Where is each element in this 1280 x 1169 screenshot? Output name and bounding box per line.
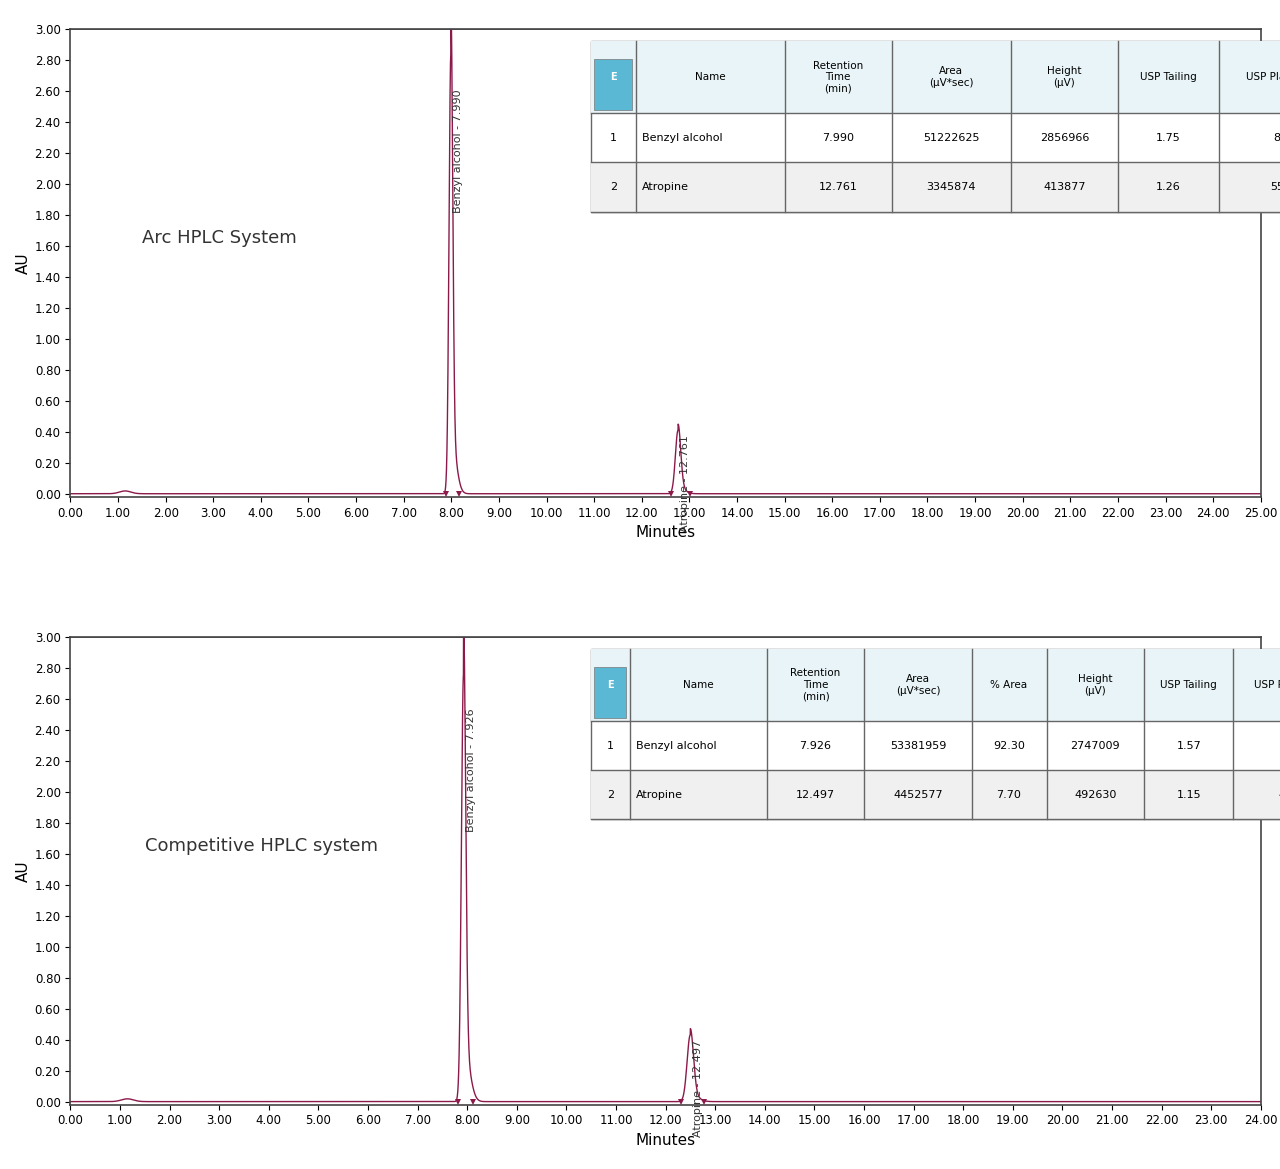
- Text: Atropine - 12.761: Atropine - 12.761: [681, 435, 690, 532]
- Text: 1.15: 1.15: [1176, 790, 1201, 800]
- Text: 2856966: 2856966: [1039, 133, 1089, 143]
- Text: 1.57: 1.57: [1176, 741, 1201, 750]
- Text: 8588: 8588: [1274, 133, 1280, 143]
- Text: 12.761: 12.761: [819, 182, 858, 192]
- Text: Atropine: Atropine: [643, 182, 689, 192]
- Text: 1: 1: [609, 133, 617, 143]
- Text: Benzyl alcohol: Benzyl alcohol: [643, 133, 723, 143]
- Text: 42348: 42348: [1279, 790, 1280, 800]
- Text: 413877: 413877: [1043, 182, 1085, 192]
- Text: Atropine - 12.497: Atropine - 12.497: [692, 1040, 703, 1137]
- Text: E: E: [609, 72, 617, 82]
- Text: 7.70: 7.70: [997, 790, 1021, 800]
- Text: USP Plate Count: USP Plate Count: [1245, 72, 1280, 82]
- Text: 1: 1: [607, 741, 613, 750]
- Text: USP Plate Count: USP Plate Count: [1254, 680, 1280, 690]
- Text: Area
(μV*sec): Area (μV*sec): [896, 675, 941, 696]
- Text: 1.75: 1.75: [1156, 133, 1181, 143]
- Text: % Area: % Area: [991, 680, 1028, 690]
- Text: Arc HPLC System: Arc HPLC System: [142, 229, 297, 248]
- Text: 4452577: 4452577: [893, 790, 943, 800]
- X-axis label: Minutes: Minutes: [636, 525, 695, 540]
- Text: Retention
Time
(min): Retention Time (min): [813, 61, 863, 94]
- Text: 12.497: 12.497: [796, 790, 835, 800]
- Text: 53381959: 53381959: [890, 741, 946, 750]
- Text: Height
(μV): Height (μV): [1047, 67, 1082, 88]
- Text: Area
(μV*sec): Area (μV*sec): [929, 67, 974, 88]
- Text: Atropine: Atropine: [636, 790, 684, 800]
- Text: 1.26: 1.26: [1156, 182, 1181, 192]
- Text: Benzyl alcohol - 7.990: Benzyl alcohol - 7.990: [453, 89, 463, 213]
- Y-axis label: AU: AU: [15, 253, 31, 274]
- Text: USP Tailing: USP Tailing: [1161, 680, 1217, 690]
- Text: Competitive HPLC system: Competitive HPLC system: [145, 837, 378, 856]
- Text: Benzyl alcohol - 7.926: Benzyl alcohol - 7.926: [466, 708, 476, 832]
- Text: 51222625: 51222625: [923, 133, 979, 143]
- Y-axis label: AU: AU: [15, 860, 31, 881]
- Text: 2: 2: [607, 790, 614, 800]
- Text: USP Tailing: USP Tailing: [1140, 72, 1197, 82]
- Text: 3345874: 3345874: [927, 182, 977, 192]
- Text: 92.30: 92.30: [993, 741, 1025, 750]
- Text: Name: Name: [695, 72, 726, 82]
- Text: Benzyl alcohol: Benzyl alcohol: [636, 741, 717, 750]
- Text: E: E: [607, 680, 613, 690]
- Text: 492630: 492630: [1074, 790, 1116, 800]
- Text: Name: Name: [684, 680, 714, 690]
- Text: 7.926: 7.926: [800, 741, 832, 750]
- Text: 2: 2: [609, 182, 617, 192]
- Text: Height
(μV): Height (μV): [1078, 675, 1112, 696]
- Text: Retention
Time
(min): Retention Time (min): [791, 669, 841, 701]
- Text: 55472: 55472: [1270, 182, 1280, 192]
- X-axis label: Minutes: Minutes: [636, 1133, 695, 1148]
- Text: 2747009: 2747009: [1070, 741, 1120, 750]
- Text: 7.990: 7.990: [822, 133, 854, 143]
